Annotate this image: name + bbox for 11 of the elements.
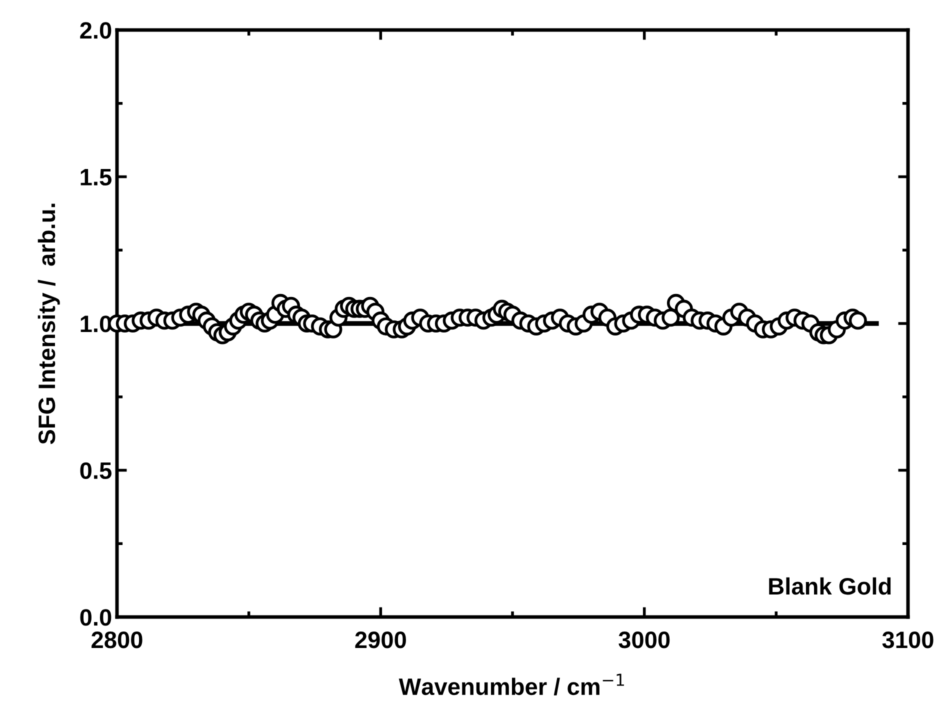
x-tick-label: 3100 — [882, 632, 934, 648]
annotation: Blank Gold — [769, 577, 891, 595]
y-tick-label: 0.5 — [80, 462, 112, 480]
x-tick-label: 2900 — [355, 632, 406, 648]
y-tick-label: 1.5 — [80, 169, 112, 186]
y-tick-label: 0.0 — [80, 609, 112, 626]
x-axis-title: Wavenumber / cm$^{−1}$ — [398, 674, 624, 696]
x-tick-label: 3000 — [618, 632, 670, 648]
y-tick-label: 2.0 — [80, 22, 112, 39]
x-tick-label: 2800 — [92, 632, 142, 648]
y-axis-title: SFG Intensity / arb.u. — [38, 204, 60, 444]
